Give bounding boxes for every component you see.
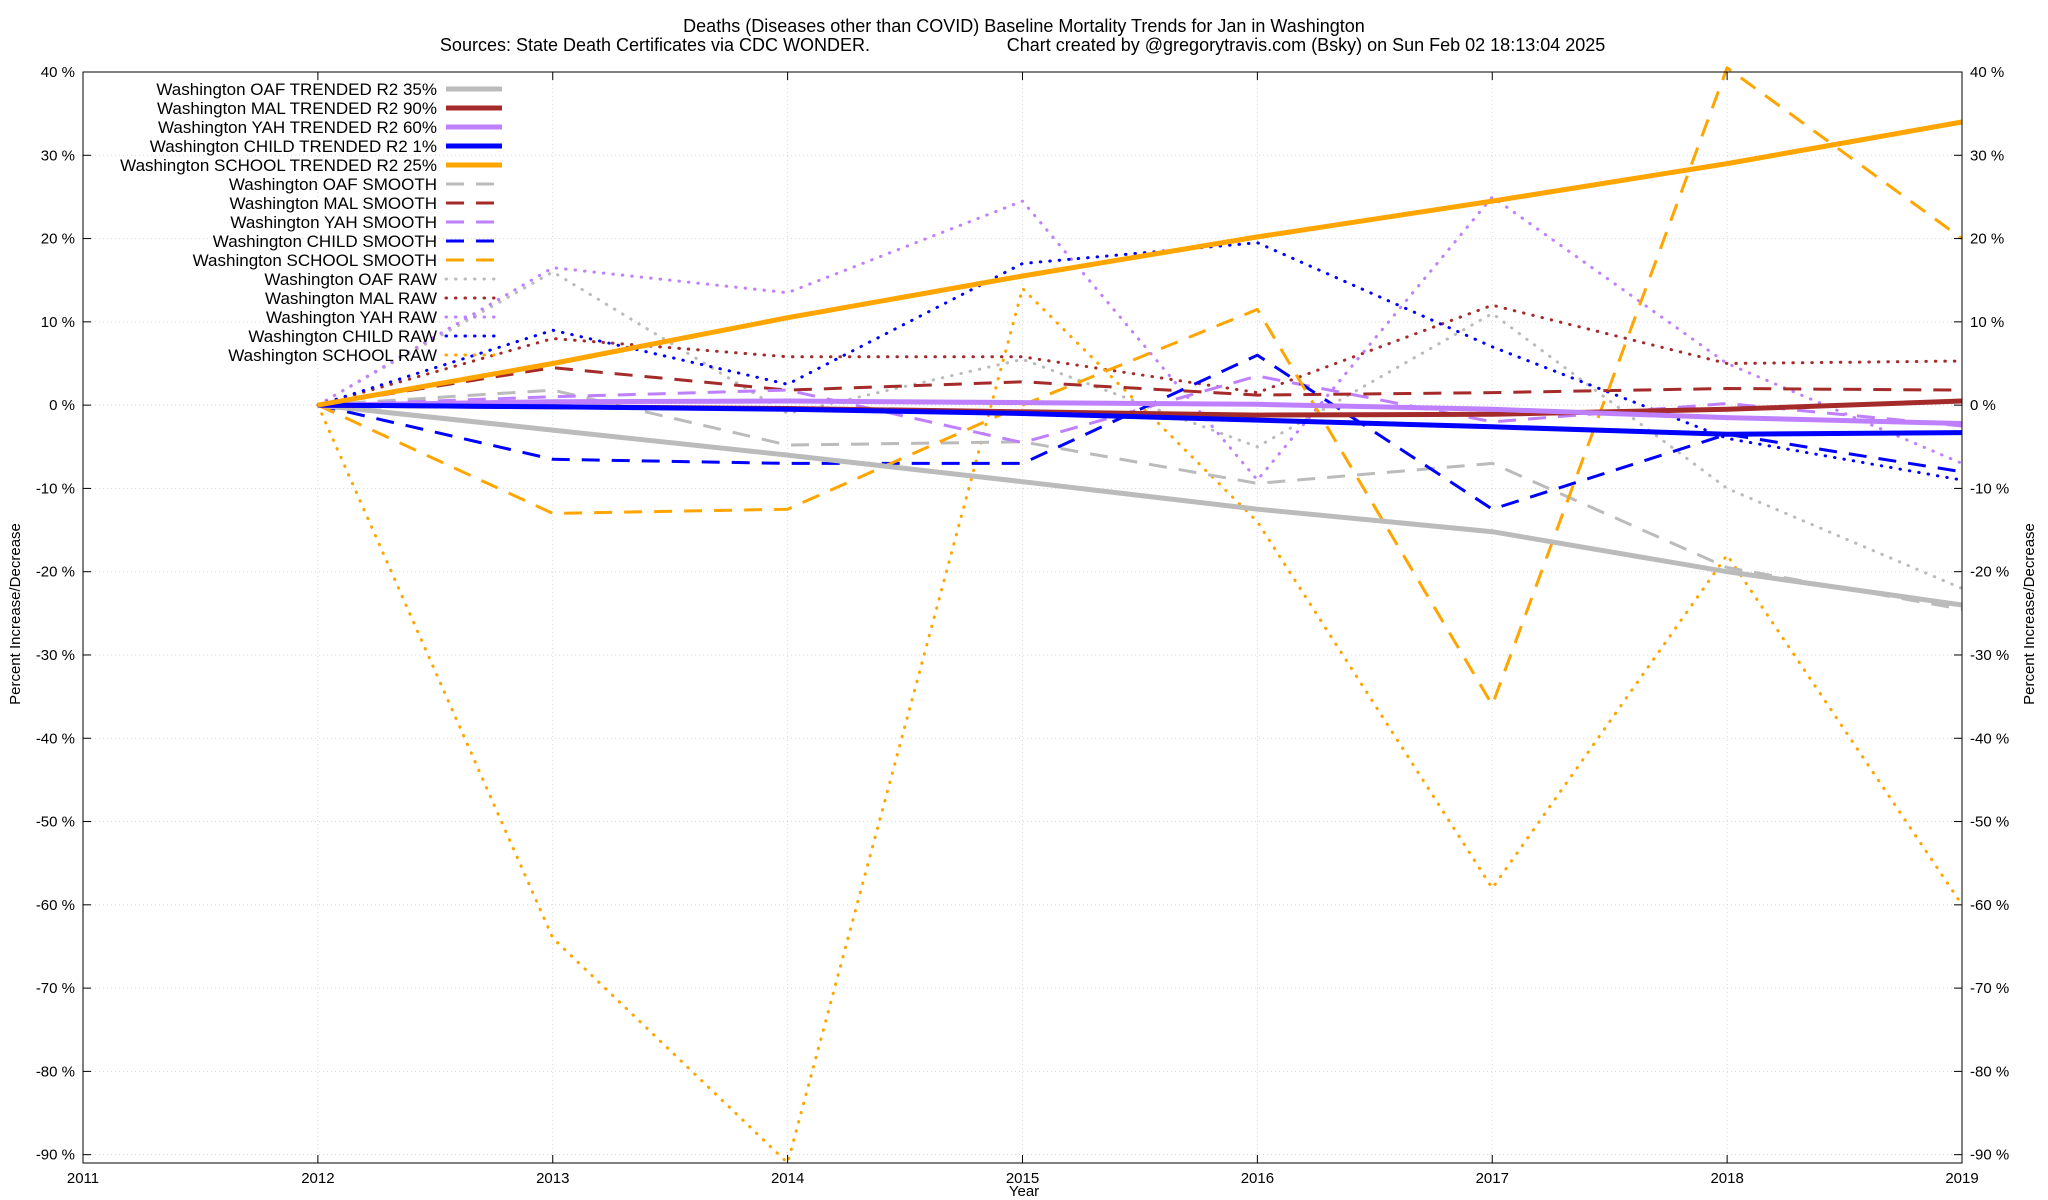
y-tick-label-right: 40 %: [1970, 64, 2004, 81]
series-line-washington-school-raw: [316, 287, 1964, 1165]
y-tick-label-right: -20 %: [1970, 564, 2009, 581]
y-tick-label-left: -20 %: [36, 564, 75, 581]
legend-label: Washington OAF SMOOTH: [229, 175, 437, 194]
x-tick-label: 2017: [1476, 1170, 1509, 1187]
y-tick-label-left: 40 %: [41, 64, 75, 81]
series-line-washington-child-raw: [316, 241, 1964, 482]
series-layer: [316, 66, 1964, 1165]
x-tick-label: 2016: [1241, 1170, 1274, 1187]
legend: Washington OAF TRENDED R2 35%Washington …: [120, 80, 504, 365]
legend-label: Washington CHILD RAW: [248, 327, 437, 346]
y-tick-label-left: -40 %: [36, 730, 75, 747]
series-line-washington-school-trended-r2-25: [317, 119, 1963, 408]
y-tick-label-right: -80 %: [1970, 1063, 2009, 1080]
legend-label: Washington YAH RAW: [266, 308, 437, 327]
x-tick-label: 2015: [1006, 1170, 1039, 1187]
y-tick-label-left: 0 %: [49, 397, 75, 414]
y-tick-label-right: 20 %: [1970, 231, 2004, 248]
y-tick-label-left: 20 %: [41, 231, 75, 248]
series-line-washington-child-smooth: [317, 353, 1963, 511]
legend-label: Washington CHILD TRENDED R2 1%: [150, 137, 437, 156]
x-tick-label: 2013: [536, 1170, 569, 1187]
y-tick-label-left: -50 %: [36, 814, 75, 831]
legend-label: Washington SCHOOL RAW: [228, 346, 437, 365]
y-tick-label-right: -70 %: [1970, 980, 2009, 997]
y-tick-label-left: 30 %: [41, 147, 75, 164]
y-tick-label-right: -30 %: [1970, 647, 2009, 664]
chart-title: Deaths (Diseases other than COVID) Basel…: [683, 16, 1365, 36]
y-tick-label-right: -60 %: [1970, 897, 2009, 914]
series-line-washington-school-smooth: [317, 66, 1963, 707]
y-tick-label-left: -70 %: [36, 980, 75, 997]
legend-label: Washington MAL RAW: [265, 289, 437, 308]
y-tick-label-right: 30 %: [1970, 147, 2004, 164]
y-axis-title-right: Percent Increase/Decrease: [2021, 523, 2038, 705]
legend-label: Washington OAF TRENDED R2 35%: [156, 80, 437, 99]
y-tick-label-left: -80 %: [36, 1063, 75, 1080]
y-axis-title-left: Percent Increase/Decrease: [7, 523, 24, 705]
series-line-washington-yah-trended-r2-60: [317, 398, 1963, 426]
y-tick-label-left: -10 %: [36, 480, 75, 497]
y-tick-label-left: 10 %: [41, 314, 75, 331]
x-tick-label: 2011: [67, 1170, 99, 1187]
legend-label: Washington SCHOOL TRENDED R2 25%: [120, 156, 437, 175]
x-tick-label: 2012: [301, 1170, 334, 1187]
chart-subtitle-right: Chart created by @gregorytravis.com (Bsk…: [1007, 35, 1606, 55]
y-tick-label-right: -90 %: [1970, 1147, 2009, 1164]
x-axis-title: Year: [1009, 1183, 1039, 1200]
chart-subtitle-left: Sources: State Death Certificates via CD…: [440, 35, 870, 55]
legend-label: Washington MAL TRENDED R2 90%: [157, 99, 437, 118]
x-tick-label: 2018: [1710, 1170, 1743, 1187]
legend-label: Washington MAL SMOOTH: [229, 194, 437, 213]
series-line-washington-yah-smooth: [317, 374, 1963, 445]
x-tick-label: 2014: [771, 1170, 804, 1187]
y-tick-label-right: 10 %: [1970, 314, 2004, 331]
legend-label: Washington YAH TRENDED R2 60%: [158, 118, 437, 137]
x-tick-label: 2019: [1945, 1170, 1978, 1187]
y-tick-label-right: 0 %: [1970, 397, 1996, 414]
y-tick-label-left: -60 %: [36, 897, 75, 914]
y-tick-label-right: -40 %: [1970, 730, 2009, 747]
legend-label: Washington OAF RAW: [264, 270, 437, 289]
series-line-washington-oaf-trended-r2-35: [317, 402, 1963, 608]
series-line-washington-mal-smooth: [317, 366, 1963, 407]
legend-label: Washington YAH SMOOTH: [230, 213, 437, 232]
y-tick-label-right: -50 %: [1970, 814, 2009, 831]
y-tick-label-right: -10 %: [1970, 480, 2009, 497]
legend-label: Washington SCHOOL SMOOTH: [193, 251, 437, 270]
y-tick-label-left: -90 %: [36, 1147, 75, 1164]
ticks-layer: 2011 2012 2013 2014 2015 2016 2017 2018 2019 40 %…: [36, 64, 2009, 1187]
legend-label: Washington CHILD SMOOTH: [213, 232, 437, 251]
series-line-washington-child-trended-r2-1: [317, 402, 1963, 437]
y-tick-label-left: -30 %: [36, 647, 75, 664]
